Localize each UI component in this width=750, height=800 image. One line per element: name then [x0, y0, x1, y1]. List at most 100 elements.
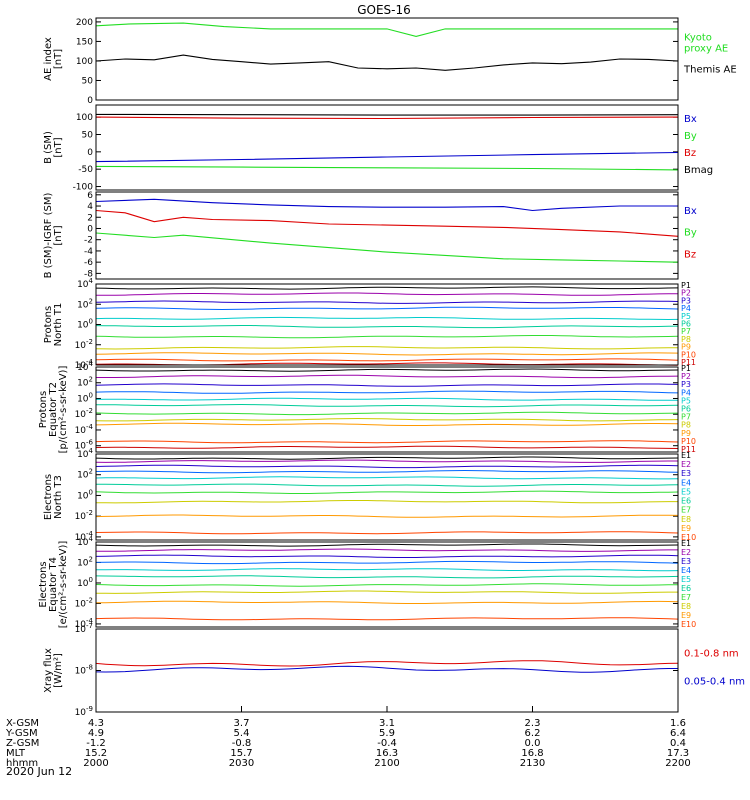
- legend-entry: E6: [681, 497, 691, 506]
- x-axis-value: 0.4: [670, 738, 686, 749]
- x-axis-value: 15.2: [85, 748, 107, 759]
- x-axis-value: 2100: [374, 758, 399, 769]
- series-line-e9: [95, 600, 679, 604]
- y-axis-label-line: North T1: [53, 303, 64, 347]
- x-axis-value: 1.6: [670, 718, 686, 729]
- y-tick-label: 200: [76, 18, 93, 28]
- y-tick-label: 102: [77, 468, 93, 481]
- y-tick-label: 10-4: [75, 530, 94, 543]
- legend-entry: E3: [681, 469, 691, 478]
- x-axis-value: 16.8: [521, 748, 543, 759]
- series-line-p10: [95, 440, 679, 444]
- x-axis-value: 2200: [665, 758, 690, 769]
- y-tick-label: 10-9: [75, 705, 93, 718]
- legend-entry: By: [684, 228, 697, 239]
- series-line-e7: [95, 583, 679, 587]
- y-tick-label: 10-6: [75, 439, 94, 452]
- legend-entry: E7: [681, 593, 691, 602]
- series-line-e5: [95, 476, 679, 480]
- legend-entry: P6: [681, 320, 691, 329]
- legend-entry: Bx: [684, 206, 697, 217]
- series-line-e10: [95, 617, 679, 621]
- y-tick-label: 104: [77, 535, 93, 548]
- x-axis-value: 2.3: [525, 718, 541, 729]
- y-axis-label-line: Equator T2: [48, 382, 59, 437]
- series-line-bz: [95, 209, 679, 237]
- y-tick-label: 100: [76, 57, 93, 67]
- legend-entry: 0.1-0.8 nm: [684, 649, 739, 660]
- series-line-p5: [95, 397, 679, 401]
- series-line-kyoto-proxy-ae: [95, 22, 678, 37]
- y-axis-label-line: B (SM)-IGRF (SM): [43, 193, 54, 279]
- series-line-e8: [95, 590, 678, 594]
- x-axis-value: 2130: [520, 758, 545, 769]
- x-axis-labels: X-GSM 4.3 3.7 3.1 2.3 1.6 Y-GSM 4.9 5.4 5.9 6.2 6.4…: [5, 706, 691, 769]
- legend-entry: E2: [681, 460, 691, 469]
- series-line-e7: [95, 490, 679, 494]
- y-axis-label-line: [p/(cm²-s-sr-keV)]: [58, 366, 69, 454]
- panel-8: 10-9 10-8 10-7 Xray flux [W/m²] 0.1-0.8 nm 0.0…: [43, 622, 745, 718]
- x-axis-value: -0.4: [377, 738, 397, 749]
- series-line-e6: [96, 483, 679, 487]
- series-line-e4: [95, 560, 679, 565]
- x-axis-value: 4.9: [88, 728, 104, 739]
- y-axis-label-line: [W/m²]: [53, 653, 64, 688]
- legend-entry: E5: [681, 487, 691, 496]
- y-tick-label: 104: [77, 447, 93, 460]
- y-tick-label: 50: [82, 130, 94, 140]
- x-axis-value: 2030: [229, 758, 254, 769]
- legend-entry: E4: [681, 478, 691, 487]
- series-line-e10: [95, 531, 679, 535]
- legend-entry: proxy AE: [684, 43, 728, 54]
- legend-entry: P9: [681, 343, 691, 352]
- x-axis-value: 4.3: [88, 718, 104, 729]
- x-axis-value: 2000: [83, 758, 108, 769]
- series-line-bx: [95, 151, 679, 163]
- series-line-e2: [95, 548, 678, 552]
- series-line-p1: [95, 286, 679, 290]
- y-tick-label: 10-2: [75, 596, 93, 609]
- legend-entry: Bz: [684, 148, 696, 159]
- y-axis-label-line: AE index: [43, 37, 54, 81]
- y-tick-label: -50: [78, 165, 93, 175]
- legend-entry: P10: [681, 350, 696, 359]
- series-line-e9: [95, 514, 679, 518]
- legend-entry: P11: [681, 358, 696, 367]
- y-tick-label: -6: [84, 258, 93, 268]
- y-tick-label: 2: [87, 213, 93, 223]
- series-line-e4: [95, 469, 679, 474]
- series-line-by: [95, 232, 679, 263]
- y-tick-label: 100: [77, 318, 93, 331]
- legend-entry: Bz: [684, 249, 696, 260]
- y-axis-label: B (SM) [nT]: [43, 131, 64, 164]
- legend-entry: P6: [681, 405, 691, 414]
- series-line-p3: [95, 383, 679, 387]
- panel-frame: [95, 17, 679, 101]
- legend-entry: P1: [681, 281, 691, 290]
- series-line-p5: [95, 316, 679, 321]
- series-line-bmag: [95, 113, 679, 116]
- series-line-p7: [95, 335, 679, 339]
- series-line-p10: [95, 358, 679, 362]
- x-axis-value: 6.4: [670, 728, 686, 739]
- y-tick-label: 10-4: [75, 423, 94, 436]
- y-axis-label-line: Xray flux: [43, 648, 54, 693]
- panel-6: 10-4 10-2 100 102 104 Electrons North T3 E1E2E3…: [43, 447, 696, 543]
- legend-entry: E3: [681, 557, 691, 566]
- y-axis-label-line: Equator T4: [48, 557, 59, 612]
- series-line-e1: [95, 456, 679, 460]
- series-line-e2: [95, 459, 678, 463]
- y-tick-label: 10-2: [75, 407, 93, 420]
- panel-frame: [95, 283, 679, 366]
- y-tick-label: 100: [76, 113, 93, 123]
- y-tick-label: 100: [77, 576, 93, 589]
- series-line-e5: [95, 568, 679, 572]
- y-axis-label: Protons Equator T2 [p/(cm²-s-sr-keV)]: [38, 366, 69, 454]
- legend-entry: P9: [681, 429, 691, 438]
- legend-entry: P3: [681, 296, 691, 305]
